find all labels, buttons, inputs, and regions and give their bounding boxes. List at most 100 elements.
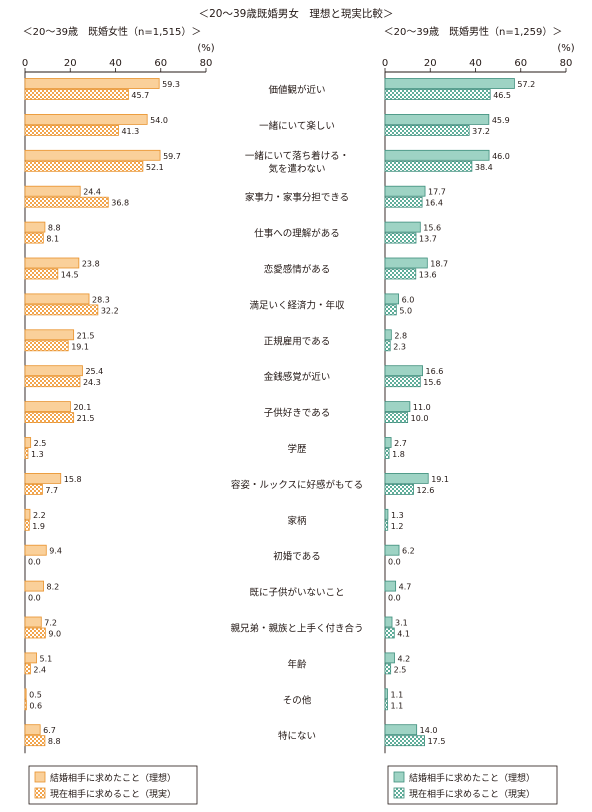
bar-right-reality xyxy=(384,268,417,280)
x-tick-label: 60 xyxy=(514,58,527,69)
data-label: 2.4 xyxy=(33,665,46,674)
data-label: 6.0 xyxy=(402,295,415,304)
svg-text:容姿・ルックスに好感がもてる: 容姿・ルックスに好感がもてる xyxy=(231,479,363,491)
bar-left-reality xyxy=(24,663,31,675)
data-label: 1.3 xyxy=(31,450,44,459)
data-label: 15.8 xyxy=(64,475,82,484)
svg-text:家柄: 家柄 xyxy=(287,515,306,527)
category-label: 一緒にいて落ち着ける・気を遣わない xyxy=(245,150,349,175)
bar-right-ideal xyxy=(384,149,490,161)
data-label: 16.4 xyxy=(425,199,443,208)
legend-swatch-ideal xyxy=(393,771,405,783)
data-label: 19.1 xyxy=(71,342,89,351)
bar-right-reality xyxy=(384,627,395,639)
data-label: 0.0 xyxy=(388,558,401,567)
data-label: 1.1 xyxy=(390,690,403,699)
data-label: 52.1 xyxy=(146,163,164,172)
bar-right-reality xyxy=(384,196,423,208)
bar-right-reality xyxy=(384,699,388,711)
category-label: 家事力・家事分担できる xyxy=(245,192,349,204)
svg-text:親兄弟・親族と上手く付き合う: 親兄弟・親族と上手く付き合う xyxy=(230,623,363,635)
data-label: 12.6 xyxy=(417,486,435,495)
x-tick-label: 0 xyxy=(382,58,388,69)
bar-left-ideal xyxy=(24,221,46,233)
bar-right-reality xyxy=(384,483,414,495)
bar-right-reality xyxy=(384,412,409,424)
bar-right-ideal xyxy=(384,185,426,197)
data-label: 1.9 xyxy=(32,522,45,531)
bar-left-reality xyxy=(24,448,29,459)
bar-right-reality xyxy=(384,232,417,244)
category-label: 恋愛感情がある xyxy=(264,264,331,276)
bar-right-ideal xyxy=(384,508,389,520)
data-label: 2.7 xyxy=(394,439,407,448)
bar-left-reality xyxy=(24,627,46,639)
bar-left-ideal xyxy=(24,652,37,664)
data-label: 2.3 xyxy=(393,342,406,351)
x-tick-label: 80 xyxy=(200,58,213,69)
bar-right-ideal xyxy=(384,78,515,89)
data-label: 19.1 xyxy=(431,475,449,484)
data-label: 15.6 xyxy=(423,378,441,387)
legend-label: 結婚相手に求めたこと（理想） xyxy=(50,772,176,784)
category-label: 初婚である xyxy=(273,551,320,563)
svg-text:家事力・家事分担できる: 家事力・家事分担できる xyxy=(245,192,349,204)
legend-swatch-reality xyxy=(34,787,46,799)
left-panel-heading: ＜20～39歳 既婚女性（n=1,515）＞ xyxy=(23,25,202,38)
svg-text:特にない: 特にない xyxy=(278,730,316,742)
bar-left-ideal xyxy=(24,329,75,341)
bar-right-ideal xyxy=(384,114,490,125)
bar-left-ideal xyxy=(24,472,62,484)
data-label: 45.9 xyxy=(492,116,510,125)
bar-left-ideal xyxy=(24,724,41,736)
bar-left-reality xyxy=(24,304,99,316)
bar-right-ideal xyxy=(384,437,392,448)
bar-left-reality xyxy=(24,232,44,244)
data-label: 0.6 xyxy=(29,701,42,710)
data-label: 4.2 xyxy=(398,654,411,663)
bar-right-ideal xyxy=(384,401,411,413)
left-unit-label: (%) xyxy=(197,43,214,54)
bar-right-reality xyxy=(384,735,425,747)
bar-right-ideal xyxy=(384,652,395,664)
bar-left-reality xyxy=(24,89,129,100)
bar-right-reality xyxy=(384,340,391,352)
data-label: 13.6 xyxy=(419,271,437,280)
left-legend: 結婚相手に求めたこと（理想） 現在相手に求めること（現実） xyxy=(28,765,198,805)
bar-right-ideal xyxy=(384,293,399,305)
data-label: 8.2 xyxy=(47,583,60,592)
data-label: 28.3 xyxy=(92,295,110,304)
bar-left-reality xyxy=(24,699,27,711)
bar-left-ideal xyxy=(24,580,44,592)
data-label: 24.3 xyxy=(83,378,101,387)
svg-text:気を遣わない: 気を遣わない xyxy=(268,163,325,175)
category-label: 容姿・ルックスに好感がもてる xyxy=(231,479,363,491)
data-label: 24.4 xyxy=(83,188,101,197)
bar-left-ideal xyxy=(24,688,27,700)
bar-right-ideal xyxy=(384,329,392,341)
bar-left-ideal xyxy=(24,293,90,305)
svg-text:既に子供がいないこと: 既に子供がいないこと xyxy=(249,587,344,599)
x-tick-label: 60 xyxy=(154,58,167,69)
category-label: 価値観が近い xyxy=(268,84,325,96)
data-label: 7.7 xyxy=(45,486,58,495)
data-label: 6.2 xyxy=(402,547,415,556)
data-label: 46.5 xyxy=(493,91,511,100)
bar-left-ideal xyxy=(24,508,31,520)
category-label: 特にない xyxy=(278,730,316,742)
bar-left-ideal xyxy=(24,401,71,413)
data-label: 1.3 xyxy=(391,511,404,520)
data-label: 25.4 xyxy=(85,367,103,376)
chart-title: ＜20～39歳既婚男女 理想と現実比較＞ xyxy=(199,7,394,20)
data-label: 4.1 xyxy=(397,630,410,639)
svg-text:子供好きである: 子供好きである xyxy=(264,407,330,419)
data-label: 9.4 xyxy=(49,547,62,556)
legend-label: 現在相手に求めること（現実） xyxy=(409,788,535,800)
svg-text:価値観が近い: 価値観が近い xyxy=(268,84,325,96)
data-label: 14.5 xyxy=(61,271,79,280)
bar-left-ideal xyxy=(24,257,80,269)
data-label: 59.3 xyxy=(162,80,180,89)
data-label: 21.5 xyxy=(77,414,95,423)
data-label: 17.5 xyxy=(428,737,446,746)
bar-right-reality xyxy=(384,160,473,172)
